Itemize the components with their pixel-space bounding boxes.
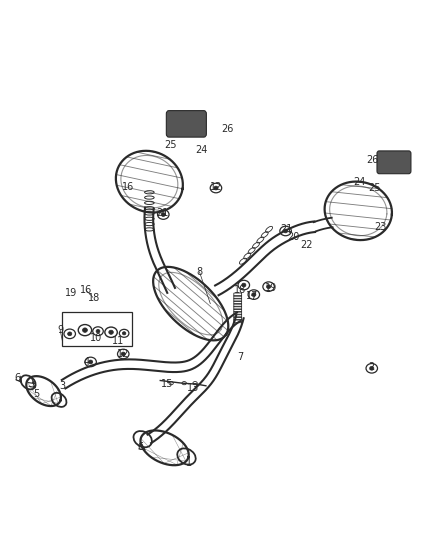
Ellipse shape [88,360,93,364]
Ellipse shape [67,332,72,336]
Text: 24: 24 [195,145,208,155]
Text: 12: 12 [117,349,130,359]
FancyBboxPatch shape [166,111,206,137]
Ellipse shape [283,229,288,233]
Text: 9: 9 [57,325,63,335]
Text: 25: 25 [164,140,177,150]
Ellipse shape [96,329,100,333]
Text: 18: 18 [88,293,100,303]
Text: 26: 26 [222,124,234,134]
Ellipse shape [121,352,125,356]
Text: 20: 20 [287,232,299,243]
Bar [62,312,132,346]
Ellipse shape [242,283,246,287]
Ellipse shape [267,285,271,288]
Text: 21: 21 [156,208,169,219]
Text: 2: 2 [368,362,374,372]
Text: 6: 6 [15,373,21,383]
Ellipse shape [109,330,113,334]
Text: 18: 18 [234,285,246,295]
Ellipse shape [214,186,218,190]
Text: 15: 15 [161,379,173,389]
Text: 7: 7 [238,352,244,361]
Text: 17: 17 [245,290,258,301]
Text: 12: 12 [210,182,222,192]
Text: 8: 8 [196,267,202,277]
Text: 11: 11 [112,336,124,346]
Text: 21: 21 [280,224,292,235]
Text: 3: 3 [59,381,65,391]
Ellipse shape [122,332,126,335]
Text: 26: 26 [366,156,378,165]
Ellipse shape [161,213,166,216]
Text: 22: 22 [300,240,312,251]
Text: 25: 25 [368,183,381,193]
Text: 19: 19 [265,282,277,293]
Ellipse shape [82,328,88,333]
FancyBboxPatch shape [377,151,411,174]
Text: 1: 1 [185,458,191,467]
Ellipse shape [252,293,256,296]
Ellipse shape [370,366,374,370]
Text: 5: 5 [33,389,39,399]
Text: 24: 24 [353,176,365,187]
Text: 6: 6 [138,442,144,452]
Text: 19: 19 [65,288,77,298]
Text: 16: 16 [80,285,92,295]
Text: 16: 16 [121,182,134,192]
Text: 4: 4 [83,357,89,367]
Text: 10: 10 [90,333,102,343]
Text: 23: 23 [374,222,386,232]
Text: 13: 13 [187,383,199,393]
